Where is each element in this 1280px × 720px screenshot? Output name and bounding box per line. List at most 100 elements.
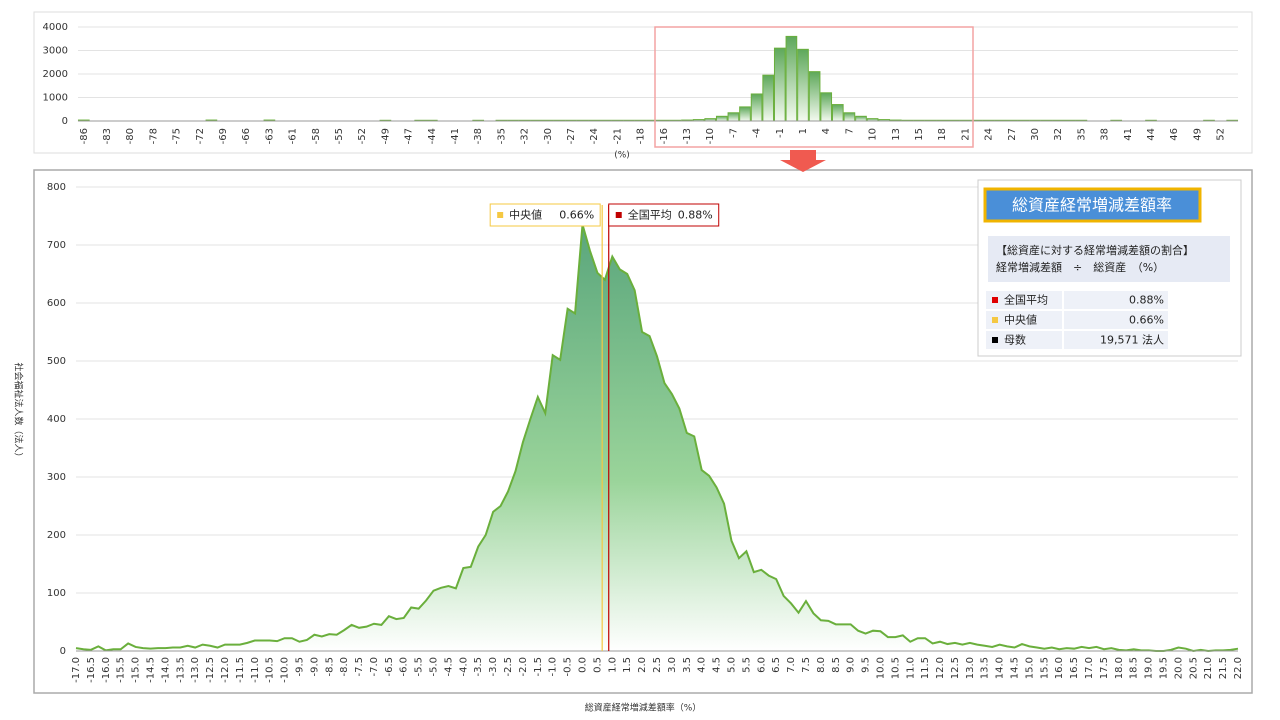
x-tick-label: 6.5	[771, 657, 782, 673]
x-tick-label: -41	[450, 128, 461, 144]
x-tick-label: 1.0	[607, 657, 618, 673]
y-axis-title: 社会福祉法人数（法人）	[13, 362, 25, 461]
x-tick-label: -15.5	[116, 657, 127, 683]
y-tick-label: 0	[60, 646, 66, 657]
x-tick-label: -1.0	[548, 657, 559, 677]
x-tick-label: -44	[427, 128, 438, 144]
info-row-label-bg	[986, 291, 1062, 309]
x-tick-label: -38	[473, 128, 484, 144]
x-tick-label: 13	[891, 128, 902, 141]
x-tick-label: 2.0	[637, 657, 648, 673]
x-tick-label: 20.5	[1188, 657, 1199, 679]
x-tick-label: 10.0	[875, 657, 886, 679]
x-tick-label: -7.0	[369, 657, 380, 677]
x-tick-label: 52	[1216, 128, 1227, 141]
x-tick-label: -5.0	[429, 657, 440, 677]
x-tick-label: 15	[914, 128, 925, 141]
x-tick-label: -21	[612, 128, 623, 144]
x-tick-label: 20.0	[1173, 657, 1184, 679]
x-tick-label: -3.0	[488, 657, 499, 677]
bar	[855, 115, 867, 122]
y-tick-label: 700	[47, 240, 66, 251]
x-tick-label: 18.0	[1114, 657, 1125, 679]
bar	[797, 48, 809, 122]
x-tick-label: 30	[1030, 128, 1041, 141]
x-tick-label: 3.5	[682, 657, 693, 673]
x-tick-label: -13.0	[190, 657, 201, 683]
x-tick-label: 6.0	[756, 657, 767, 673]
x-tick-label: 5.0	[726, 657, 737, 673]
x-tick-label: -30	[543, 128, 554, 144]
reference-marker	[615, 212, 622, 218]
info-row-value-bg	[1064, 291, 1168, 309]
x-tick-label: 17.5	[1099, 657, 1110, 679]
x-tick-label: -17.0	[71, 657, 82, 683]
x-tick-label: 35	[1076, 128, 1087, 141]
x-tick-label: 49	[1192, 128, 1203, 141]
x-tick-label: -63	[264, 128, 275, 144]
x-tick-label: 24	[984, 128, 995, 141]
reference-name: 全国平均	[628, 208, 672, 222]
x-tick-label: -1	[775, 128, 786, 138]
x-tick-label: -6.5	[384, 657, 395, 677]
x-tick-label: 18	[937, 128, 948, 141]
x-tick-label: -10.5	[265, 657, 276, 683]
x-tick-label: 41	[1123, 128, 1134, 141]
x-tick-label: 38	[1100, 128, 1111, 141]
x-tick-label: 5.5	[741, 657, 752, 673]
overview-panel	[33, 11, 1253, 154]
bar	[750, 93, 763, 122]
x-tick-label: 22.0	[1233, 657, 1244, 679]
x-tick-label: 4.0	[697, 657, 708, 673]
x-tick-label: 15.0	[1024, 657, 1035, 679]
x-tick-label: 21	[960, 128, 971, 141]
x-tick-label: 4	[821, 128, 832, 134]
x-tick-label: 18.5	[1129, 657, 1140, 679]
bar	[843, 112, 856, 122]
x-tick-label: -0.5	[563, 657, 574, 677]
x-tick-label: -52	[357, 128, 368, 144]
info-row-label: 中央値	[1004, 314, 1037, 327]
info-row-label: 母数	[1004, 334, 1026, 347]
x-tick-label: -16	[659, 128, 670, 144]
x-tick-label: 16.0	[1054, 657, 1065, 679]
area-fill	[76, 224, 1238, 651]
x-tick-label: -3.5	[473, 657, 484, 677]
x-tick-label: -10.0	[280, 657, 291, 683]
x-tick-label: 11.0	[905, 657, 916, 679]
y-tick-label: 0	[62, 116, 68, 127]
area-line	[75, 224, 1239, 653]
x-tick-label: -32	[520, 128, 531, 144]
y-tick-label: 2000	[43, 69, 68, 80]
y-tick-label: 3000	[43, 46, 68, 57]
x-tick-label: 12.0	[935, 657, 946, 679]
y-tick-label: 1000	[43, 93, 68, 104]
reference-value: 0.88%	[678, 209, 713, 222]
x-tick-label: 32	[1053, 128, 1064, 141]
x-tick-label: 9.5	[861, 657, 872, 673]
x-tick-label: -8.0	[339, 657, 350, 677]
x-tick-label: -16.0	[101, 657, 112, 683]
info-row-label: 全国平均	[1004, 293, 1048, 307]
x-tick-label: -4.5	[443, 657, 454, 677]
x-tick-label: 3.0	[667, 657, 678, 673]
x-tick-label: 0.0	[578, 657, 589, 673]
x-tick-label: 13.5	[980, 657, 991, 679]
x-tick-label: 7.5	[801, 657, 812, 673]
reference-label-box	[489, 203, 601, 227]
y-tick-label: 400	[47, 414, 66, 425]
info-row-marker	[992, 337, 998, 343]
x-tick-label: -7.5	[354, 657, 365, 677]
x-tick-label: -72	[195, 128, 206, 144]
x-tick-label: -2.5	[503, 657, 514, 677]
bar	[808, 71, 821, 122]
bar	[739, 106, 751, 122]
x-tick-label: -13	[682, 128, 693, 144]
x-tick-label: 2.5	[652, 657, 663, 673]
x-tick-label: -14.5	[145, 657, 156, 683]
y-tick-label: 200	[47, 530, 66, 541]
x-tick-label: 44	[1146, 128, 1157, 141]
x-tick-label: -4	[752, 128, 763, 138]
y-tick-label: 600	[47, 298, 66, 309]
